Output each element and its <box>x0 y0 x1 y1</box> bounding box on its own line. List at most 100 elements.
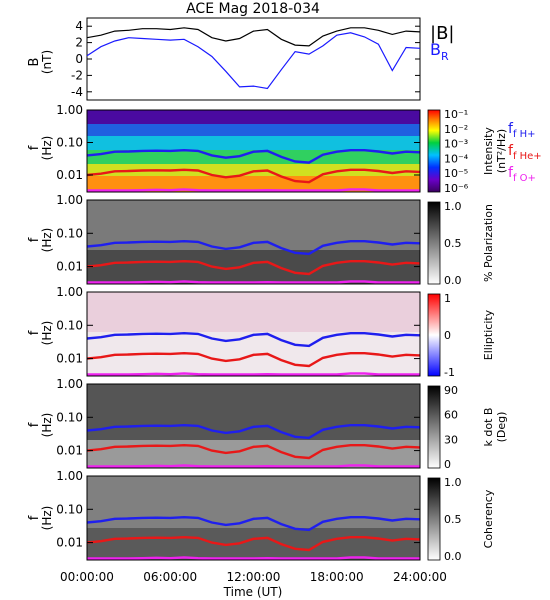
panel-field-ylabel: B <box>27 58 42 67</box>
panel-ellipticity-ylabel: f <box>27 330 42 335</box>
panel-coherency-yunit: (Hz) <box>40 506 54 531</box>
curve-f-he <box>86 351 421 368</box>
ytick-label: 0.01 <box>56 168 83 182</box>
x-axis-ticks: 00:00:00 06:00:00 12:00:00 18:00:00 24:00:00 <box>60 570 447 584</box>
panel-coherency: f (Hz) 1.00 0.10 0.01 1.0 0.5 0.0 Coherency <box>27 469 495 563</box>
panel-power-yunit: (Hz) <box>40 136 54 161</box>
colorbar-tick-label: 0.0 <box>444 274 462 287</box>
panel-polarization-yticks: 1.00 0.10 0.01 <box>56 193 420 274</box>
colorbar-tick-label: 1.0 <box>444 200 462 213</box>
curve-f-he <box>86 535 421 552</box>
panel-ellipticity-curves <box>86 331 421 376</box>
curve-f-o <box>87 464 420 468</box>
ytick-label: 0.01 <box>56 352 83 366</box>
ytick-label: 0.01 <box>56 260 83 274</box>
legend-total-field: |B| <box>430 23 454 44</box>
panel-power-ylabel: f <box>27 145 42 150</box>
panel-polarization-curves <box>86 239 421 284</box>
ytick-label: -4 <box>71 85 83 99</box>
panel-ellipticity-yunit: (Hz) <box>40 321 54 346</box>
ytick-label: 1.00 <box>56 469 83 483</box>
colorbar-wave-normal-unit: (Deg) <box>495 412 508 443</box>
colorbar-ellipticity-label: Ellipticity <box>482 309 495 360</box>
legend-radial-field: BR <box>430 40 449 63</box>
ytick-label: 1.00 <box>56 377 83 391</box>
figure-title: ACE Mag 2018-034 <box>186 1 320 17</box>
legend-f-h: ff H+ <box>508 121 536 140</box>
legend-f-he: ff He+ <box>508 143 542 162</box>
colorbar-power-unit: (nT²/Hz) <box>495 129 508 173</box>
curve-f-o <box>87 372 420 376</box>
colorbar-tick-label: 0 <box>444 458 451 471</box>
panel-ellipticity-yticks: 1.00 0.10 0.01 <box>56 285 420 366</box>
colorbar-tick-label: 10⁻⁵ <box>444 167 468 180</box>
xtick-label: 00:00:00 <box>60 570 114 584</box>
ytick-label: 0.10 <box>56 502 83 516</box>
panel-coherency-curves <box>86 515 421 560</box>
spectrogram-polarization-low <box>87 250 420 284</box>
panel-wave-normal-ylabel: f <box>27 422 42 427</box>
ytick-label: 0.10 <box>56 136 83 150</box>
colorbar-coherency-ticks: 1.0 0.5 0.0 <box>444 476 462 563</box>
colorbar-polarization-ticks: 1.0 0.5 0.0 <box>444 200 462 287</box>
spectrogram-wave-normal-low <box>87 440 420 468</box>
panel-coherency-ylabel: f <box>27 515 42 520</box>
colorbar-tick-label: 0.0 <box>444 550 462 563</box>
x-axis-label: Time (UT) <box>223 585 283 599</box>
spectrogram-coherency-low <box>87 528 420 560</box>
ytick-label: 0.10 <box>56 410 83 424</box>
ytick-label: 0.10 <box>56 226 83 240</box>
colorbar-power-ticks: 10⁻¹ 10⁻² 10⁻³10⁻⁴ 10⁻⁵ 10⁻⁶ <box>444 108 469 195</box>
panel-polarization-yunit: (Hz) <box>40 228 54 253</box>
curve-f-o <box>87 556 420 560</box>
colorbar-polarization-label: % Polarization <box>482 204 495 282</box>
panel-power-yticks: 1.00 0.10 0.01 <box>56 103 420 182</box>
colorbar-ellipticity <box>427 293 441 377</box>
xtick-label: 18:00:00 <box>310 570 364 584</box>
spectrogram-power-band-1 <box>87 124 420 136</box>
colorbar-coherency <box>427 477 441 561</box>
ytick-label: 1.00 <box>56 193 83 207</box>
ytick-label: 4 <box>75 19 83 33</box>
panel-ellipticity: f (Hz) 1.00 0.10 0.01 1 0 -1 Ellipticity <box>27 285 495 379</box>
curve-f-h <box>86 515 421 532</box>
colorbar-tick-label: 10⁻² <box>444 123 468 136</box>
colorbar-tick-label: 10⁻⁶ <box>444 182 469 195</box>
colorbar-tick-label: 0 <box>444 329 451 342</box>
panel-ellipticity-frame <box>86 291 421 377</box>
spectrogram-power-band-3 <box>87 150 420 164</box>
xtick-label: 24:00:00 <box>393 570 447 584</box>
spectrogram-power-band-4 <box>87 164 420 176</box>
ytick-label: 0 <box>75 52 83 66</box>
colorbar-tick-label: 60 <box>444 409 458 422</box>
panel-field: B (nT) 420-2-4 |B| BR <box>27 17 454 101</box>
panel-coherency-yticks: 1.00 0.10 0.01 <box>56 469 420 550</box>
colorbar-tick-label: 0.5 <box>444 513 462 526</box>
ytick-label: -2 <box>71 68 83 82</box>
curve-f-h <box>86 148 421 164</box>
ytick-label: 0.01 <box>56 536 83 550</box>
curve-f-h <box>86 239 421 256</box>
ytick-label: 2 <box>75 36 83 50</box>
panel-power-curves <box>86 148 421 192</box>
curve-f-he <box>86 259 421 276</box>
spectrogram-power-high <box>87 110 420 124</box>
panel-wave-normal-curves <box>86 423 421 468</box>
legend-radial-field-sub: R <box>441 50 449 63</box>
panel-field-yticks: 4 2 0 -2 -4 <box>71 19 420 99</box>
panel-coherency-frame <box>86 475 421 561</box>
colorbar-tick-label: 10⁻⁴ <box>444 152 469 165</box>
colorbar-tick-label: 10⁻³ <box>444 138 468 151</box>
colorbar-power-label: Intensity <box>482 127 495 175</box>
series-line-total-field <box>86 27 421 47</box>
legend-f-o-sub: f O+ <box>513 173 536 184</box>
series-line-radial-field <box>86 32 421 90</box>
colorbar-tick-label: 10⁻¹ <box>444 108 468 121</box>
legend-f-o: ff O+ <box>508 165 536 184</box>
panel-polarization: f (Hz) 1.00 0.10 0.01 1.0 0.5 0.0 % Polariza… <box>27 193 495 287</box>
panel-wave-normal-frame <box>86 383 421 469</box>
colorbar-tick-label: 1 <box>444 292 451 305</box>
colorbar-tick-label: -1 <box>444 366 455 379</box>
colorbar-ellipticity-ticks: 1 0 -1 <box>444 292 455 379</box>
